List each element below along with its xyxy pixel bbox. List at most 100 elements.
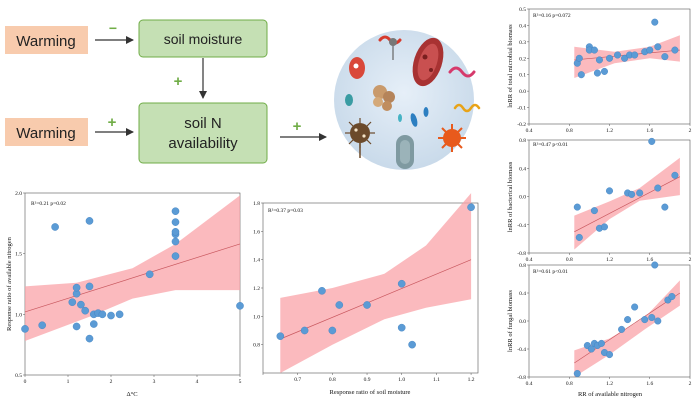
chart-total-biomass-point [606, 54, 614, 62]
chart-fungal-biomass-ytick-label: -0.4 [517, 347, 526, 353]
chart-total-biomass-point [590, 46, 598, 54]
positive-sign-vertical: + [174, 73, 183, 90]
worm-pink-icon [448, 66, 476, 78]
warming-label-bottom: Warming [16, 125, 75, 142]
chart-total-biomass-xtick-label: 0.8 [566, 128, 573, 134]
chart-temperature-point [51, 223, 59, 231]
warming-box-bottom: Warming [5, 118, 88, 146]
phage-icon [389, 38, 397, 60]
chart-total-biomass-point [654, 43, 662, 51]
chart-temperature-point [85, 217, 94, 225]
chart-total-biomass-xtick-label: 0.4 [526, 128, 533, 134]
chart-bacterial-biomass-xtick-label: 1.6 [646, 257, 653, 263]
red-cell-icon [349, 57, 365, 79]
warming-box-top: Warming [5, 26, 88, 54]
chart-moisture-xlabel: Response ratio of soil moisture [330, 389, 411, 396]
capsule-bacterium-icon [396, 135, 414, 169]
chart-fungal-biomass-stat: R²=0.61 p<0.01 [533, 269, 568, 275]
chart-temperature-point [171, 207, 180, 215]
positive-sign-horizontal: + [108, 114, 117, 131]
chart-moisture-xtick-label: 1.1 [433, 377, 440, 383]
chart-moisture-fit-line [280, 259, 472, 340]
chart-moisture-xtick-label: 1.2 [468, 377, 475, 383]
chart-bacterial-biomass-point [590, 207, 598, 215]
chart-temperature-point [171, 252, 180, 260]
chart-bacterial-biomass-stat: R²=0.47 p<0.01 [533, 142, 568, 148]
chart-temperature-fit-line [24, 243, 241, 313]
chart-temperature-point [21, 325, 29, 333]
chart-total-biomass-xtick-label: 1.6 [646, 128, 653, 134]
chart-temperature-xtick-label: 4 [196, 379, 199, 385]
chart-moisture-xtick-label: 0.8 [329, 377, 336, 383]
chart-fungal-biomass-xtick-label: 0.8 [566, 381, 573, 387]
chart-bacterial-biomass-point [573, 203, 581, 211]
chart-bacterial-biomass-point [636, 189, 644, 197]
chart-moisture-xtick-label: 0.9 [364, 377, 371, 383]
chart-temperature-xtick-label: 0 [24, 379, 27, 385]
chart-moisture-point [467, 203, 475, 212]
chart-total-biomass-ytick-label: -0.2 [517, 122, 526, 128]
chart-fungal-biomass-ylabel: lnRR of fungal biomass [507, 290, 514, 352]
chart-moisture-confidence-band [280, 193, 472, 373]
chart-fungal-biomass-xtick-label: 1.2 [606, 381, 613, 387]
chart-bacterial-biomass-point [654, 184, 662, 192]
chart-temperature-ytick-label: 0.5 [15, 373, 22, 379]
chart-bacterial-biomass-xtick-label: 0.4 [526, 257, 533, 263]
chart-fungal-biomass-point [641, 316, 649, 324]
chart-temperature-xtick-label: 3 [153, 379, 156, 385]
chart-total-biomass-xtick-label: 1.2 [606, 128, 613, 134]
chart-moisture-point [397, 323, 406, 332]
soil-n-label-line1: soil N [184, 115, 222, 132]
warming-label-top: Warming [16, 33, 75, 50]
chart-total-biomass-point [646, 46, 654, 54]
chart-fungal-biomass-point [624, 316, 632, 324]
chart-temperature-point [72, 322, 81, 331]
chart-fungal-biomass-xlabel: RR of available nitrogen [578, 391, 643, 398]
soil-n-box: soil N availability [138, 102, 268, 164]
chart-total-biomass-ytick-label: 0.0 [519, 89, 526, 95]
amoeba-icon [373, 85, 395, 111]
chart-fungal-biomass-point [668, 293, 676, 301]
chart-total-biomass-point [595, 56, 603, 64]
chart-bacterial-biomass-point [661, 203, 669, 211]
chart-total-biomass-ytick-label: 0.5 [519, 7, 526, 13]
chart-total-biomass-point [621, 54, 629, 62]
chart-temperature-point [68, 298, 77, 307]
chart-moisture-point [408, 340, 416, 349]
chart-total-biomass-point [575, 54, 583, 62]
chart-bacterial-biomass-point [648, 137, 656, 145]
chart-temperature-point [85, 334, 94, 343]
chart-moisture-ytick-label: 1.4 [253, 258, 260, 264]
chart-bacterial-biomass-point [600, 223, 608, 231]
chart-temperature-point [98, 310, 107, 319]
star-virus-icon [438, 124, 466, 152]
chart-bacterial-biomass-point [606, 187, 614, 195]
chart-bacterial-biomass-fit-line [574, 176, 681, 233]
chart-moisture-ytick-label: 1.6 [253, 229, 260, 235]
chart-total-biomass-ylabel: lnRR of total microbial biomass [507, 24, 514, 108]
chart-bacterial-biomass-point [628, 190, 636, 198]
concept-diagram: Warming − soil moisture + Warming + soil… [5, 19, 327, 164]
chart-fungal-biomass-point [587, 345, 595, 353]
chart-moisture: 0.7 0.8 0.9 1.0 1.1 1.2 0.8 1.0 1.2 1.4 1.6 1.8 R²… [253, 193, 479, 396]
chart-total-biomass-ytick-label: 0.1 [519, 73, 526, 79]
chart-total-biomass-ytick-label: 0.2 [519, 56, 526, 62]
chart-bacterial-biomass-xtick-label: 2 [689, 257, 692, 263]
chart-bacterial-biomass: 0.4 0.8 1.2 1.6 2 -0.8 -0.4 0.0 0.4 0.8 R²=0.47 … [507, 137, 692, 263]
chart-moisture-ytick-label: 1.0 [253, 314, 260, 320]
chart-total-biomass-point [593, 69, 601, 77]
chart-total-biomass-point [651, 18, 659, 26]
chart-temperature-ylabel: Response ratio of available nitrogen [6, 236, 13, 331]
chart-fungal-biomass-xtick-label: 1.6 [646, 381, 653, 387]
chart-fungal-biomass-ytick-label: 0.8 [519, 263, 526, 269]
chart-temperature-ytick-label: 1.5 [15, 252, 22, 258]
chart-bacterial-biomass-point [671, 171, 679, 179]
microbe-illustration [334, 30, 481, 170]
chart-bacterial-biomass-ytick-label: 0.8 [519, 138, 526, 144]
chart-temperature-ytick-label: 2.0 [15, 191, 22, 197]
chart-total-biomass-ytick-label: -0.1 [517, 106, 526, 112]
chart-temperature-xtick-label: 1 [67, 379, 70, 385]
chart-fungal-biomass-ytick-label: -0.8 [517, 375, 526, 381]
chart-temperature: 0 1 2 3 4 5 0.5 1.0 1.5 2.0 R²=0.21 p=0.02 Δ°C R… [6, 191, 244, 398]
